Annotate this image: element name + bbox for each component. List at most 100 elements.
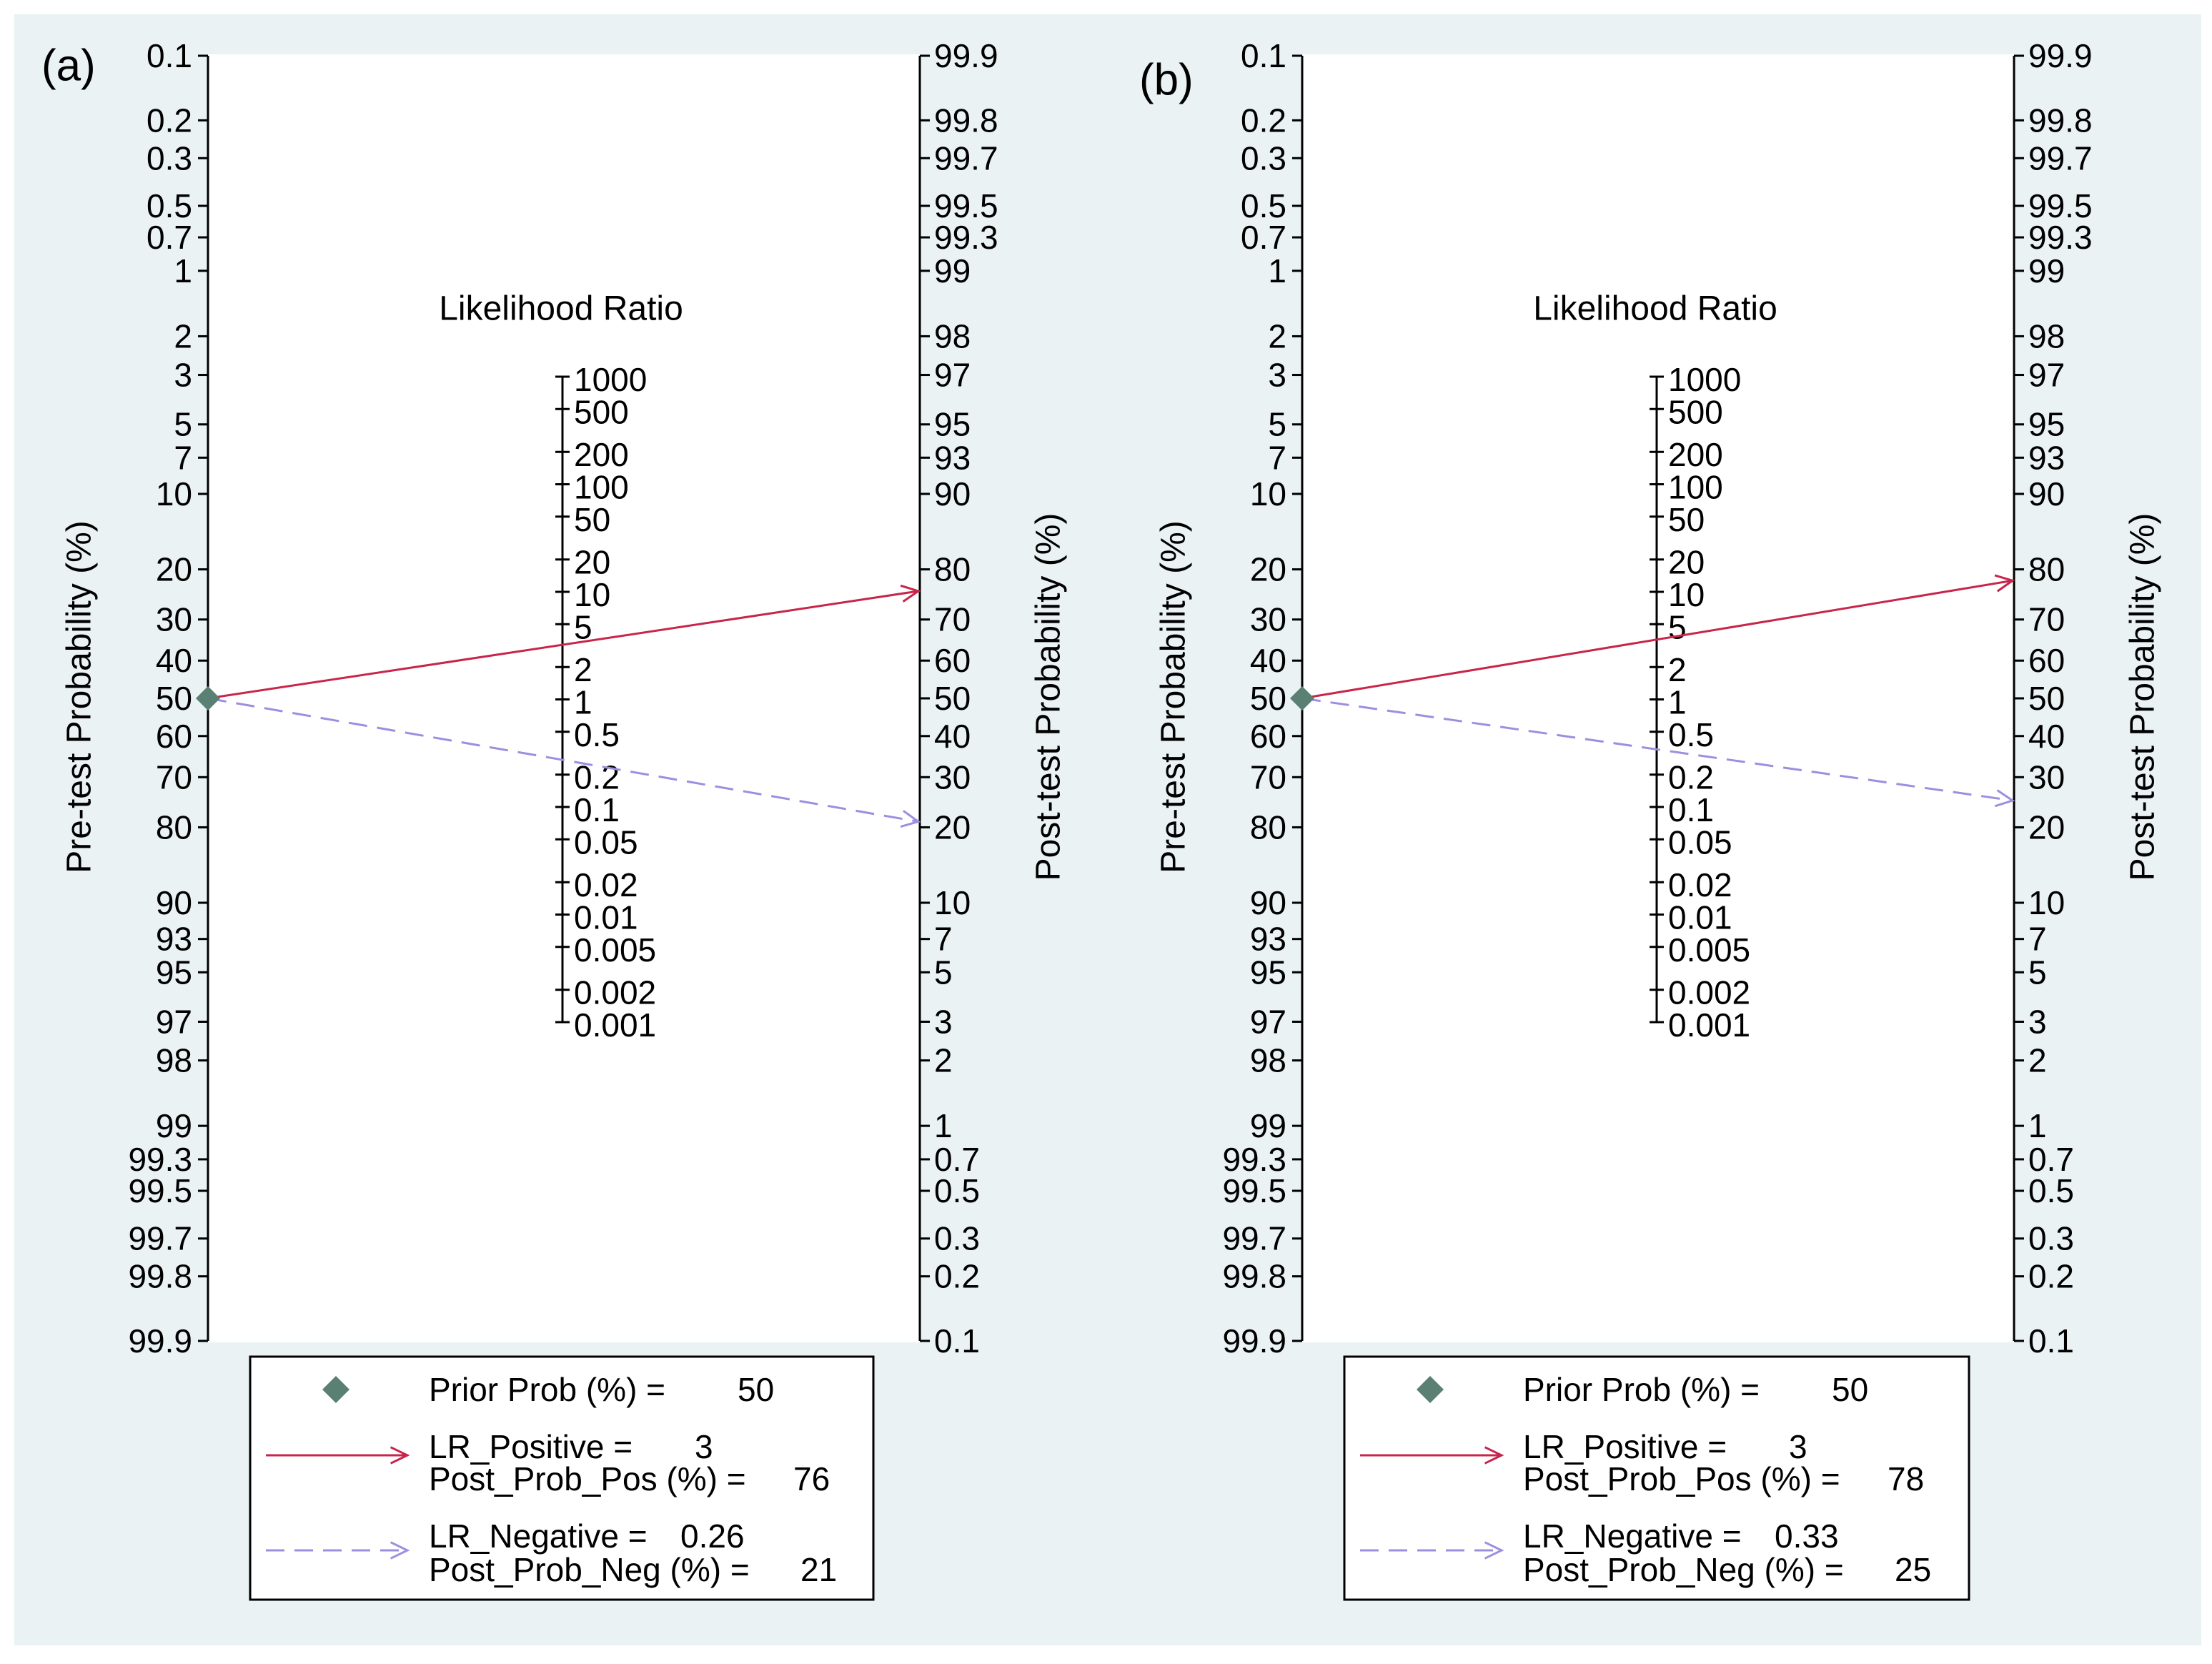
lr-positive-line xyxy=(1301,579,2013,700)
legend-lr-positive-value: 3 xyxy=(695,1428,713,1465)
post-test-tick-label: 2 xyxy=(934,1042,953,1079)
post-test-tick-label: 95 xyxy=(934,406,971,443)
post-test-tick-label: 93 xyxy=(2028,439,2065,476)
lr-tick-label: 0.002 xyxy=(574,974,656,1011)
legend-post-prob-neg-label: Post_Prob_Neg (%) = xyxy=(429,1551,750,1588)
post-test-tick-label: 80 xyxy=(2028,551,2065,588)
post-test-tick-label: 0.5 xyxy=(934,1172,980,1209)
pre-test-tick-label: 20 xyxy=(1250,551,1286,588)
post-test-tick-label: 0.2 xyxy=(934,1258,980,1295)
post-test-tick-label: 95 xyxy=(2028,406,2065,443)
pre-test-tick-label: 99.7 xyxy=(128,1220,192,1257)
legend-prior-marker xyxy=(1417,1376,1444,1403)
post-test-tick-label: 99.9 xyxy=(934,37,998,74)
pre-test-tick-label: 99.7 xyxy=(1222,1220,1286,1257)
post-test-tick-label: 99.3 xyxy=(934,219,998,256)
pre-test-tick-label: 1 xyxy=(174,252,192,289)
lr-tick-label: 0.02 xyxy=(1668,866,1732,903)
post-test-tick-label: 0.3 xyxy=(2028,1220,2074,1257)
legend-prior-marker xyxy=(322,1376,349,1403)
post-test-axis-label: Post-test Probability (%) xyxy=(1030,513,1068,881)
pre-test-axis-label: Pre-test Probability (%) xyxy=(61,520,99,873)
lr-tick-label: 50 xyxy=(1668,501,1705,538)
lr-negative-line xyxy=(1301,697,2013,802)
lr-tick-label: 500 xyxy=(1668,393,1723,430)
post-test-tick-label: 10 xyxy=(934,884,971,921)
lr-tick-label: 0.05 xyxy=(1668,823,1732,861)
post-test-tick-label: 5 xyxy=(2028,954,2047,991)
pre-test-tick-label: 99 xyxy=(156,1107,192,1144)
lr-tick-label: 0.001 xyxy=(574,1006,656,1044)
legend-post-prob-pos-value: 76 xyxy=(793,1460,830,1497)
post-test-tick-label: 5 xyxy=(934,954,953,991)
legend-prior-label: Prior Prob (%) = xyxy=(429,1371,665,1408)
pre-test-tick-label: 50 xyxy=(156,680,192,717)
post-test-tick-label: 2 xyxy=(2028,1042,2047,1079)
pre-test-tick-label: 10 xyxy=(1250,475,1286,512)
panel-label: (a) xyxy=(41,41,96,91)
lr-tick-label: 0.2 xyxy=(1668,759,1714,796)
lr-tick-label: 0.02 xyxy=(574,866,638,903)
pre-test-tick-label: 90 xyxy=(156,884,192,921)
prior-prob-marker xyxy=(196,686,220,710)
legend-lr-positive-arrowhead xyxy=(1484,1446,1504,1465)
post-test-tick-label: 0.1 xyxy=(2028,1322,2074,1360)
legend-lr-negative-label: LR_Negative = xyxy=(1523,1517,1742,1555)
lr-negative-line xyxy=(207,697,919,823)
pre-test-tick-label: 80 xyxy=(1250,808,1286,846)
post-test-tick-label: 1 xyxy=(2028,1107,2047,1144)
panel-label: (b) xyxy=(1139,56,1194,105)
legend-lr-negative-value: 0.26 xyxy=(680,1517,745,1555)
lr-tick-label: 5 xyxy=(574,608,592,645)
pre-test-tick-label: 2 xyxy=(174,317,192,355)
post-test-tick-label: 10 xyxy=(2028,884,2065,921)
pre-test-tick-label: 2 xyxy=(1268,317,1286,355)
lr-tick-label: 0.1 xyxy=(574,791,620,828)
pre-test-tick-label: 30 xyxy=(156,601,192,638)
pre-test-tick-label: 30 xyxy=(1250,601,1286,638)
pre-test-tick-label: 99.5 xyxy=(1222,1172,1286,1209)
lr-tick-label: 1000 xyxy=(574,361,647,398)
lr-negative-arrowhead xyxy=(900,810,921,828)
nomogram-panel-a: 0.10.20.30.50.71235710203040506070809093… xyxy=(41,37,1068,1601)
legend-box xyxy=(1343,1355,1970,1601)
post-test-tick-label: 98 xyxy=(2028,317,2065,355)
pre-test-axis-label: Pre-test Probability (%) xyxy=(1155,520,1193,873)
pre-test-tick-label: 20 xyxy=(156,551,192,588)
lr-tick-label: 100 xyxy=(1668,469,1723,506)
post-test-tick-label: 0.1 xyxy=(934,1322,980,1360)
post-test-tick-label: 70 xyxy=(2028,601,2065,638)
lr-positive-arrowhead xyxy=(1994,574,2015,593)
post-test-axis-label: Post-test Probability (%) xyxy=(2124,513,2162,881)
legend-prior-label: Prior Prob (%) = xyxy=(1523,1371,1760,1408)
lr-tick-label: 1 xyxy=(1668,684,1687,721)
legend-post-prob-pos-value: 78 xyxy=(1888,1460,1924,1497)
post-test-tick-label: 99 xyxy=(2028,252,2065,289)
legend-lr-negative-arrowhead xyxy=(1484,1541,1504,1560)
lr-tick-label: 0.2 xyxy=(574,759,620,796)
lr-negative-arrowhead xyxy=(1994,789,2015,808)
pre-test-tick-label: 0.1 xyxy=(147,37,192,74)
pre-test-tick-label: 3 xyxy=(1268,357,1286,394)
lr-tick-label: 0.005 xyxy=(574,931,656,969)
post-test-tick-label: 99.5 xyxy=(2028,187,2093,224)
legend-prior-value: 50 xyxy=(738,1371,774,1408)
post-test-tick-label: 50 xyxy=(2028,680,2065,717)
lr-tick-label: 0.005 xyxy=(1668,931,1750,969)
legend-lr-positive-value: 3 xyxy=(1789,1428,1807,1465)
lr-tick-label: 50 xyxy=(574,501,610,538)
lr-tick-label: 1000 xyxy=(1668,361,1741,398)
legend-post-prob-neg-label: Post_Prob_Neg (%) = xyxy=(1523,1551,1844,1588)
legend-lr-positive-label: LR_Positive = xyxy=(429,1428,633,1465)
legend-lr-positive-label: LR_Positive = xyxy=(1523,1428,1727,1465)
pre-test-tick-label: 50 xyxy=(1250,680,1286,717)
pre-test-tick-label: 99.3 xyxy=(1222,1141,1286,1178)
post-test-tick-label: 0.5 xyxy=(2028,1172,2074,1209)
post-test-tick-label: 99.8 xyxy=(2028,101,2093,139)
post-test-tick-label: 3 xyxy=(2028,1003,2047,1040)
legend-box xyxy=(249,1355,875,1601)
post-test-tick-label: 3 xyxy=(934,1003,953,1040)
lr-axis-title: Likelihood Ratio xyxy=(1533,290,1777,328)
post-test-tick-label: 99.7 xyxy=(934,139,998,177)
